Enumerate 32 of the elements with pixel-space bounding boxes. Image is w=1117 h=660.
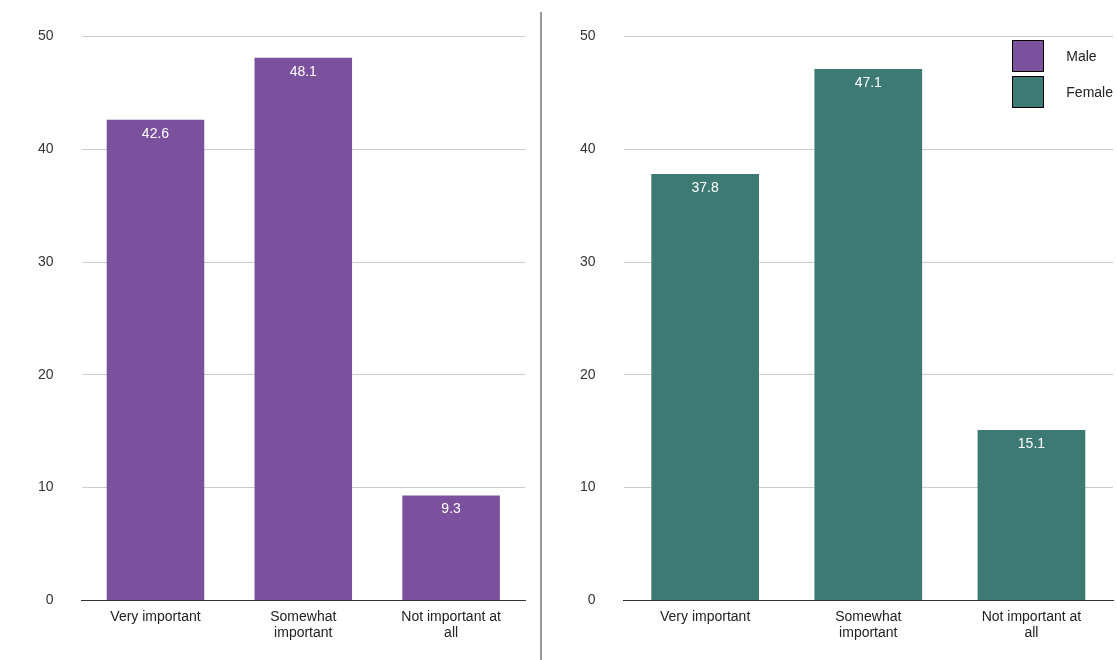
y-tick-label: 50 [37,27,54,44]
data-label: 37.8 [691,178,719,195]
y-tick-label: 30 [37,252,54,269]
y-tick-label: 10 [579,478,596,495]
y-tick-label: 20 [579,365,596,382]
bar [106,119,205,600]
y-tick-label: 40 [579,140,596,157]
bar [651,174,759,600]
y-tick-label: 30 [579,252,596,269]
data-label: 42.6 [141,124,170,141]
y-tick-label: 20 [37,365,54,382]
x-tick-label: Not important at all [401,607,501,641]
bar [254,57,353,600]
data-label: 47.1 [854,73,883,90]
y-tick-label: 40 [37,140,54,157]
y-tick-label: 10 [37,478,54,495]
bar [814,69,923,600]
bar [402,495,500,600]
bar [977,430,1086,600]
x-tick-label: Very important [110,607,201,624]
y-tick-label: 50 [579,27,596,44]
x-tick-label: Somewhat important [270,607,337,641]
data-label: 9.3 [441,500,462,517]
x-tick-label: Not important at all [981,607,1082,641]
data-label: 15.1 [1017,434,1046,451]
legend-label: Female [1066,84,1113,100]
data-label: 48.1 [289,62,318,79]
y-tick-label: 0 [45,591,54,608]
x-tick-label: Very important [660,607,751,624]
legend-label: Male [1066,48,1097,64]
y-tick-label: 0 [587,591,596,608]
x-tick-label: Somewhat important [835,607,902,641]
